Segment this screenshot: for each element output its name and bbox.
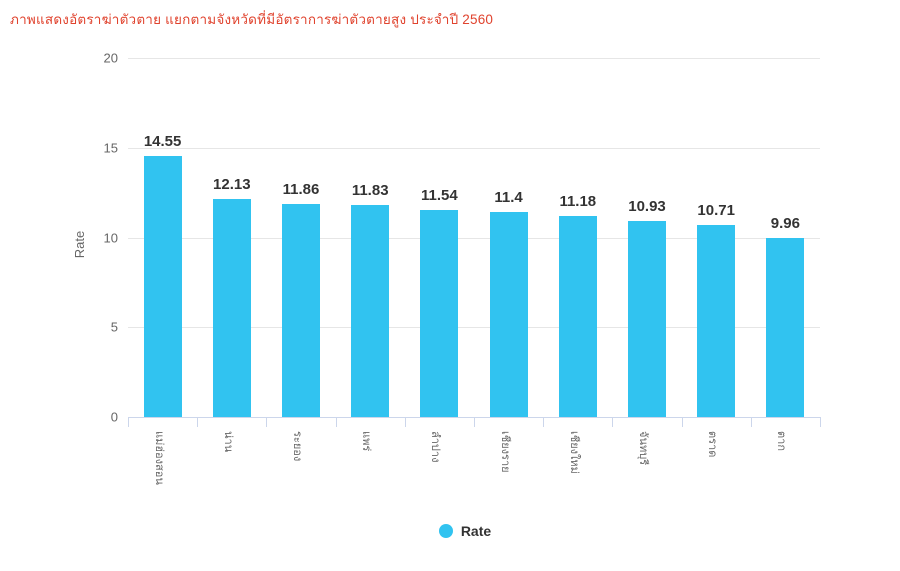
x-tick: [128, 417, 129, 427]
bar[interactable]: [489, 212, 528, 417]
y-tick-label: 15: [103, 140, 118, 156]
x-tick: [197, 417, 199, 427]
bar[interactable]: [558, 216, 597, 417]
x-tick: [612, 417, 614, 427]
chart-title: ภาพแสดงอัตราฆ่าตัวตาย แยกตามจังหวัดที่มี…: [10, 12, 494, 27]
x-tick: [335, 417, 337, 427]
bar-value-label: 12.13: [213, 176, 251, 194]
bar-value-label: 11.18: [559, 193, 597, 211]
bar-value-label: 11.54: [421, 186, 458, 204]
gridline: [128, 58, 820, 59]
gridline: [128, 327, 820, 329]
bar[interactable]: [628, 220, 666, 417]
legend-label: Rate: [460, 523, 492, 539]
y-tick-label: 10: [103, 230, 118, 245]
bar-value-label: 11.86: [282, 181, 320, 199]
gridline: [128, 147, 820, 149]
x-tick: [750, 417, 752, 427]
x-tick: [266, 417, 268, 427]
x-tick: [474, 417, 475, 427]
legend[interactable]: Rate: [0, 523, 900, 539]
bar[interactable]: [212, 199, 251, 417]
x-category-label: เชียงใหม่: [567, 431, 580, 474]
legend-marker-icon: [438, 524, 453, 538]
bar[interactable]: [351, 204, 390, 417]
bar[interactable]: [143, 155, 182, 417]
x-category-label: แม่ฮ่องสอน: [152, 431, 165, 485]
bar-value-label: 11.83: [351, 181, 389, 199]
bar-value-label: 14.55: [143, 132, 182, 150]
x-category-label: จันทบุรี: [637, 431, 649, 466]
x-category-label: แพร่: [360, 431, 373, 452]
x-category-label: ลำปาง: [429, 431, 442, 463]
bar[interactable]: [282, 204, 320, 417]
x-category-label: ตราด: [706, 431, 719, 458]
bar-value-label: 10.93: [628, 197, 666, 215]
bar-value-label: 11.4: [494, 189, 523, 207]
y-tick-label: 20: [103, 50, 118, 66]
x-tick: [404, 417, 406, 427]
x-tick: [681, 417, 683, 427]
x-tick: [820, 417, 821, 427]
bar-value-label: 9.96: [770, 215, 800, 233]
bar[interactable]: [420, 209, 459, 417]
x-category-label: เชียงราย: [498, 431, 511, 473]
gridline: [128, 237, 820, 239]
y-tick-label: 5: [110, 319, 118, 335]
x-category-label: ตาก: [775, 431, 788, 451]
x-tick: [543, 417, 545, 427]
bar[interactable]: [697, 224, 736, 417]
x-category-label: น่าน: [221, 431, 234, 453]
bar-value-label: 10.71: [697, 201, 735, 219]
x-category-label: ระยอง: [291, 431, 303, 462]
bar[interactable]: [766, 238, 805, 417]
y-tick-label: 0: [110, 409, 118, 425]
